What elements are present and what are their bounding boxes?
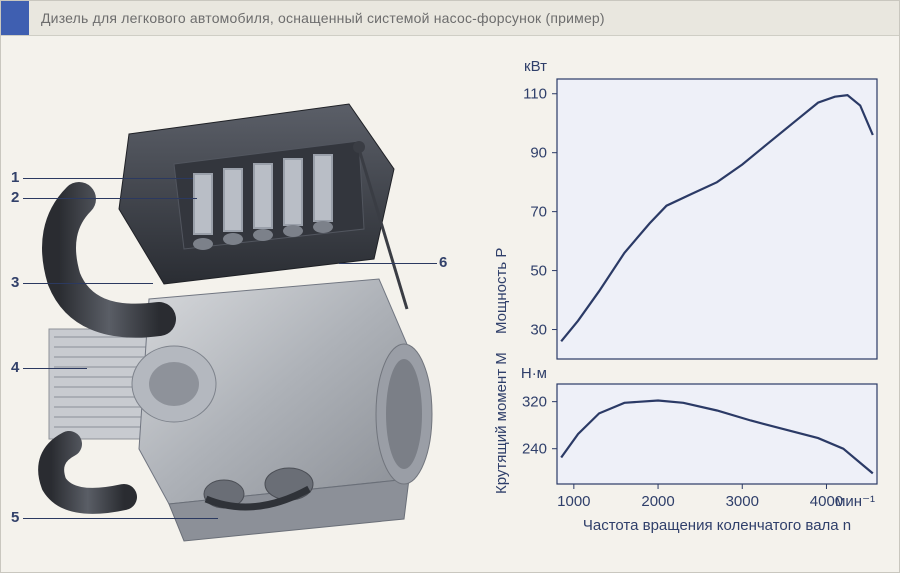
callout-2-line xyxy=(23,198,197,199)
power-ytick: 30 xyxy=(530,322,547,339)
callout-5-line xyxy=(23,518,218,519)
torque-unit: Н·м xyxy=(521,365,547,382)
power-ytick: 70 xyxy=(530,204,547,221)
title-accent-chip xyxy=(1,1,29,35)
callout-4: 4 xyxy=(11,359,19,376)
charts-svg: 30507090110кВт240320Н·м1000200030004000м… xyxy=(479,49,889,559)
x-label: Частота вращения коленчатого вала n xyxy=(583,517,851,534)
power-panel-bg xyxy=(557,79,877,359)
x-tick: 2000 xyxy=(641,493,674,510)
callout-3: 3 xyxy=(11,274,19,291)
torque-panel-bg xyxy=(557,384,877,484)
valve-cover xyxy=(119,104,394,284)
page-title: Дизель для легкового автомобиля, оснащен… xyxy=(41,10,605,26)
turbo xyxy=(132,346,216,422)
power-unit: кВт xyxy=(524,58,547,75)
callout-5: 5 xyxy=(11,509,19,526)
content-area: 1 2 3 4 5 6 30 50 70 90 110 кВт 240 320 Н·м 1000 2… xyxy=(1,35,899,572)
callout-6: 6 xyxy=(439,254,447,271)
power-ytick: 90 xyxy=(530,145,547,162)
callout-1: 1 xyxy=(11,169,19,186)
charts-panel: 30507090110кВт240320Н·м1000200030004000м… xyxy=(479,49,889,559)
x-unit: мин⁻¹ xyxy=(835,493,875,510)
x-tick: 3000 xyxy=(726,493,759,510)
callout-2: 2 xyxy=(11,189,19,206)
title-bar: Дизель для легкового автомобиля, оснащен… xyxy=(1,1,899,36)
torque-ytick: 320 xyxy=(522,394,547,411)
outlet-pipe xyxy=(51,444,124,501)
page-root: Дизель для легкового автомобиля, оснащен… xyxy=(0,0,900,573)
torque-ylabel: Крутящий момент M xyxy=(493,352,510,494)
power-ylabel: Мощность P xyxy=(493,248,510,334)
power-ytick: 50 xyxy=(530,263,547,280)
torque-ytick: 240 xyxy=(522,441,547,458)
callout-6-line xyxy=(339,263,437,264)
engine-svg xyxy=(9,49,469,559)
callout-1-line xyxy=(23,178,193,179)
callout-3-line xyxy=(23,283,153,284)
engine-illustration: 1 2 3 4 5 6 xyxy=(9,49,469,559)
callout-4-line xyxy=(23,368,87,369)
x-tick: 1000 xyxy=(557,493,590,510)
power-ytick: 110 xyxy=(523,86,547,103)
